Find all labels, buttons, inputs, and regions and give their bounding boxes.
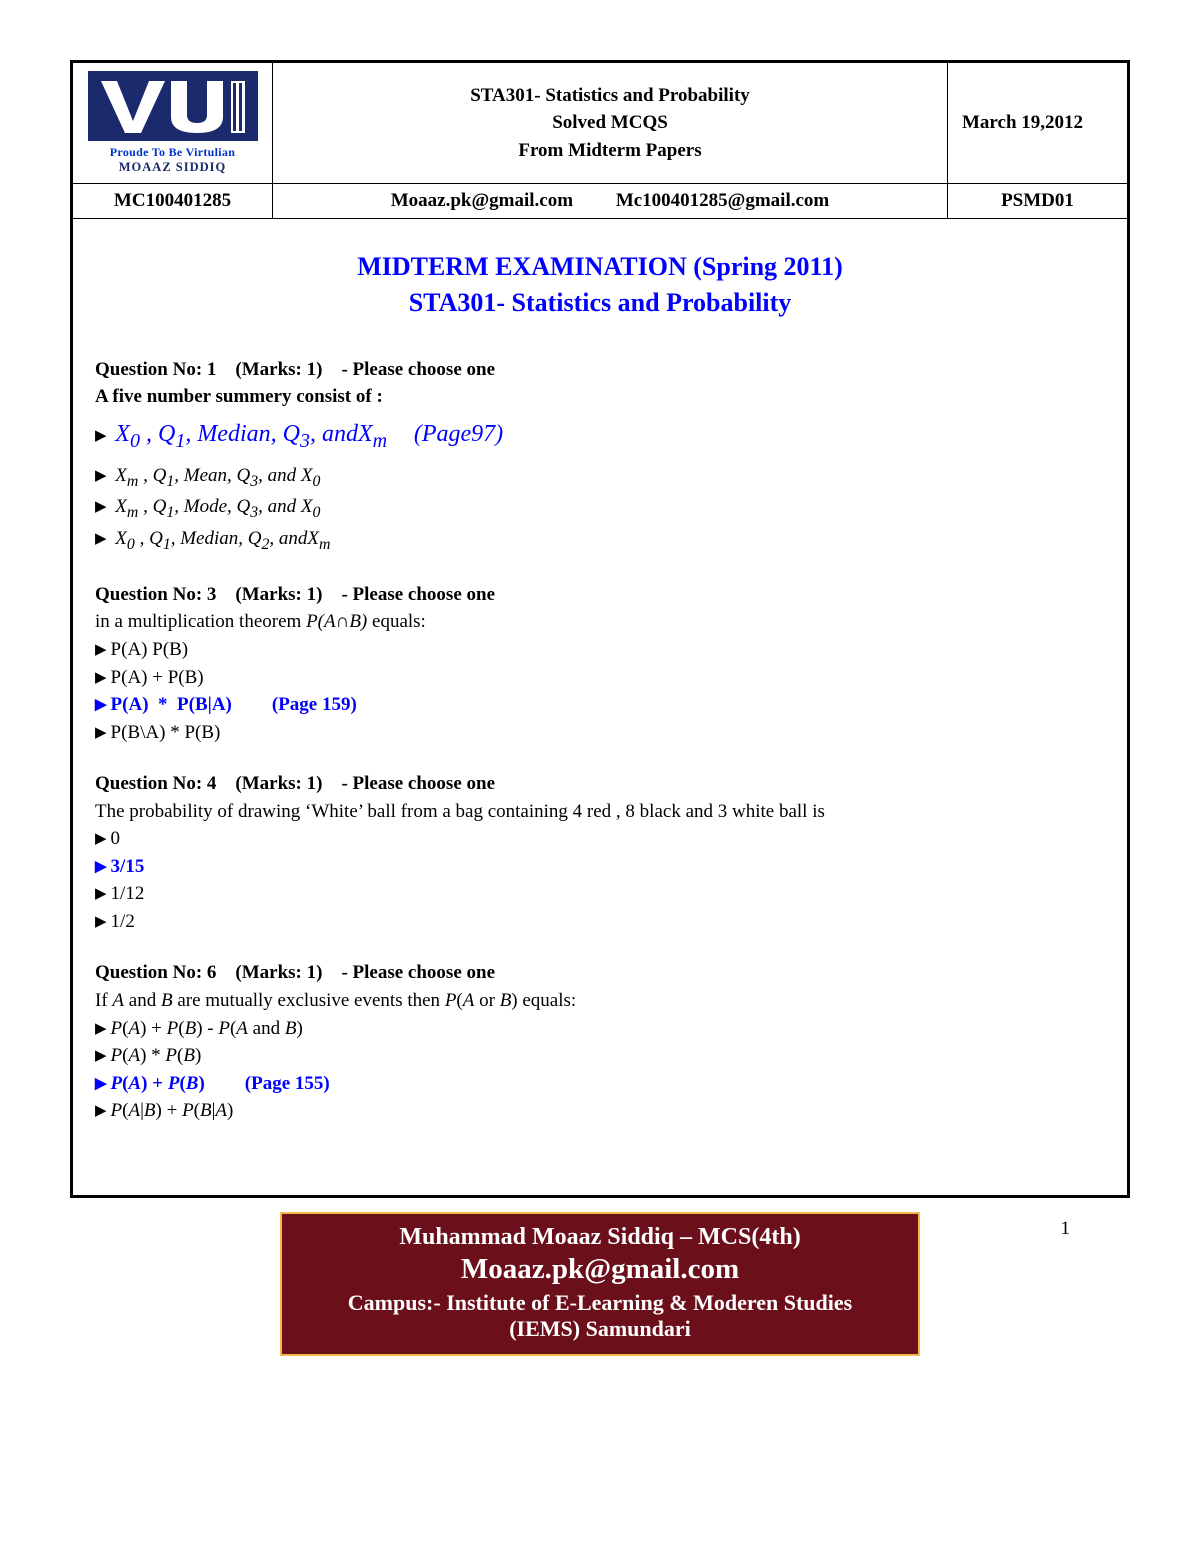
- q4-option-1: ▶0: [95, 825, 1105, 853]
- q3-option-4: ▶P(B\A) * P(B): [95, 719, 1105, 747]
- logo-subtitle-2: MOAAZ SIDDIQ: [81, 160, 264, 175]
- code-cell: PSMD01: [948, 184, 1128, 219]
- q3-text: in a multiplication theorem P(A∩B) equal…: [95, 608, 1105, 636]
- q4-option-3: ▶1/12: [95, 880, 1105, 908]
- q4-option-4: ▶1/2: [95, 908, 1105, 936]
- content-area: MIDTERM EXAMINATION (Spring 2011) STA301…: [73, 219, 1128, 1196]
- question-4: Question No: 4 (Marks: 1) - Please choos…: [95, 770, 1105, 935]
- title-line-2: Solved MCQS: [287, 109, 933, 137]
- footer-area: 1 Muhammad Moaaz Siddiq – MCS(4th) Moaaz…: [70, 1212, 1130, 1356]
- q1-option-2: ▶ Xm , Q1, Mean, Q3, and X0: [95, 462, 1105, 494]
- emails-cell: Moaaz.pk@gmail.com Mc100401285@gmail.com: [273, 184, 948, 219]
- q6-option-1: ▶P(A) + P(B) - P(A and B): [95, 1015, 1105, 1043]
- date-cell: March 19,2012: [948, 63, 1128, 184]
- q3-option-1: ▶P(A) P(B): [95, 636, 1105, 664]
- title-line-1: STA301- Statistics and Probability: [287, 82, 933, 110]
- q1-option-3: ▶ Xm , Q1, Mode, Q3, and X0: [95, 493, 1105, 525]
- q3-option-2: ▶P(A) + P(B): [95, 664, 1105, 692]
- question-3: Question No: 3 (Marks: 1) - Please choos…: [95, 581, 1105, 746]
- title-line-3: From Midterm Papers: [287, 137, 933, 165]
- q3-header: Question No: 3 (Marks: 1) - Please choos…: [95, 581, 1105, 609]
- q6-option-4: ▶P(A|B) + P(B|A): [95, 1097, 1105, 1125]
- vu-logo: [88, 71, 258, 141]
- q1-option-4: ▶ X0 , Q1, Median, Q2, andXm: [95, 525, 1105, 557]
- footer-line-1: Muhammad Moaaz Siddiq – MCS(4th): [298, 1224, 902, 1251]
- exam-title: MIDTERM EXAMINATION (Spring 2011) STA301…: [95, 249, 1105, 322]
- q6-option-2: ▶P(A) * P(B): [95, 1042, 1105, 1070]
- q4-header: Question No: 4 (Marks: 1) - Please choos…: [95, 770, 1105, 798]
- q1-opt1-page: (Page97): [414, 421, 503, 447]
- question-6: Question No: 6 (Marks: 1) - Please choos…: [95, 959, 1105, 1124]
- q3-option-3: ▶P(A) * P(B|A)(Page 159): [95, 691, 1105, 719]
- q4-option-2: ▶3/15: [95, 853, 1105, 881]
- footer-banner: Muhammad Moaaz Siddiq – MCS(4th) Moaaz.p…: [280, 1212, 920, 1356]
- exam-title-line-2: STA301- Statistics and Probability: [95, 285, 1105, 321]
- logo-cell: Proude To Be Virtulian MOAAZ SIDDIQ: [73, 63, 273, 184]
- email-1: Moaaz.pk@gmail.com: [391, 190, 573, 211]
- q6-header: Question No: 6 (Marks: 1) - Please choos…: [95, 959, 1105, 987]
- logo-subtitle-1: Proude To Be Virtulian: [81, 145, 264, 160]
- doc-title-cell: STA301- Statistics and Probability Solve…: [273, 63, 948, 184]
- q6-text: If A and B are mutually exclusive events…: [95, 987, 1105, 1015]
- q1-text: A five number summery consist of :: [95, 383, 1105, 411]
- exam-title-line-1: MIDTERM EXAMINATION (Spring 2011): [95, 249, 1105, 285]
- document-frame: Proude To Be Virtulian MOAAZ SIDDIQ STA3…: [70, 60, 1130, 1198]
- question-1: Question No: 1 (Marks: 1) - Please choos…: [95, 356, 1105, 557]
- email-2: Mc100401285@gmail.com: [616, 190, 829, 211]
- q1-opt1-text: X0 , Q1, Median, Q3, andXm: [115, 421, 387, 447]
- student-id: MC100401285: [73, 184, 273, 219]
- header-table: Proude To Be Virtulian MOAAZ SIDDIQ STA3…: [72, 62, 1128, 1196]
- footer-line-4: (IEMS) Samundari: [298, 1316, 902, 1342]
- q4-text: The probability of drawing ‘White’ ball …: [95, 798, 1105, 826]
- page-number: 1: [1061, 1218, 1071, 1240]
- q1-header: Question No: 1 (Marks: 1) - Please choos…: [95, 356, 1105, 384]
- footer-line-3: Campus:- Institute of E-Learning & Moder…: [298, 1290, 902, 1316]
- footer-line-2: Moaaz.pk@gmail.com: [298, 1253, 902, 1286]
- q6-option-3: ▶P(A) + P(B)(Page 155): [95, 1070, 1105, 1098]
- q1-option-1: ▶ X0 , Q1, Median, Q3, andXm (Page97): [95, 417, 1105, 456]
